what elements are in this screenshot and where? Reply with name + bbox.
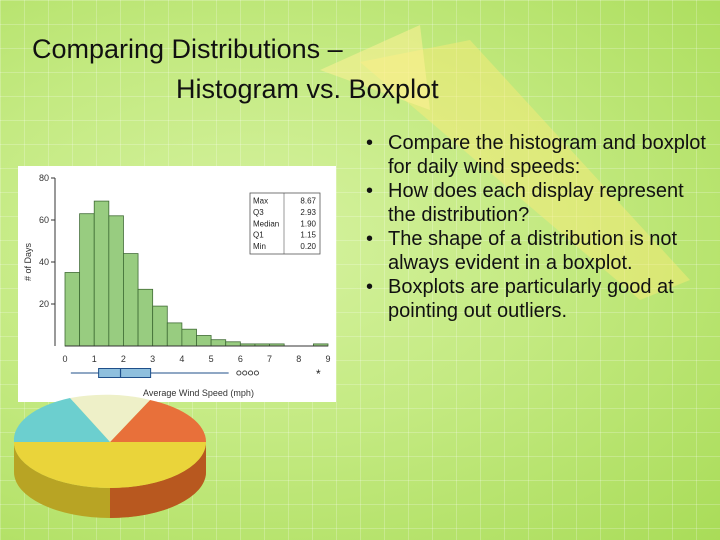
bullet-item: • The shape of a distribution is not alwa… <box>366 227 711 275</box>
histogram-bar <box>166 322 183 347</box>
bullet-marker: • <box>366 132 374 154</box>
x-tick-label: 1 <box>92 354 97 364</box>
x-tick-label: 4 <box>179 354 184 364</box>
y-tick-label: 20 <box>39 299 49 309</box>
bullet-item: • How does each display represent the dis… <box>366 179 711 227</box>
x-tick-label: 6 <box>238 354 243 364</box>
histogram-boxplot-figure: 20 40 60 80 # of Days 0 1 2 3 4 5 6 7 8 9 * Average Wind… <box>18 166 336 402</box>
histogram-bar <box>108 215 124 347</box>
histogram-bar <box>210 339 227 347</box>
bullet-marker: • <box>366 276 374 298</box>
y-axis-label: # of Days <box>23 242 33 281</box>
x-tick-label: 8 <box>296 354 301 364</box>
summary-stat-value: 0.20 <box>300 242 316 251</box>
slide-title-line-2: Histogram vs. Boxplot <box>176 74 439 104</box>
y-tick-label: 40 <box>39 257 49 267</box>
y-tick-label: 60 <box>39 215 49 225</box>
boxplot-outlier <box>248 370 254 376</box>
summary-stat-value: 8.67 <box>300 197 316 206</box>
x-tick-label: 3 <box>150 354 155 364</box>
bullet-text: The shape of a distribution is not alway… <box>388 228 678 274</box>
summary-stat-value: 1.15 <box>300 231 316 240</box>
slide-title-line-1: Comparing Distributions – <box>32 34 343 64</box>
boxplot-outlier <box>242 370 248 376</box>
histogram-bar <box>196 335 212 347</box>
histogram-bar <box>79 213 95 347</box>
histogram-bar <box>137 288 154 347</box>
x-tick-label: 7 <box>267 354 272 364</box>
boxplot-box <box>98 368 152 378</box>
summary-stat-label: Q1 <box>253 231 264 240</box>
x-axis-label: Average Wind Speed (mph) <box>143 388 254 398</box>
boxplot-outlier <box>236 370 242 376</box>
bullet-item: • Compare the histogram and boxplot for d… <box>366 131 711 179</box>
decorative-3d-pie-chart-icon <box>13 394 207 518</box>
bullet-text: Boxplots are particularly good at pointi… <box>388 276 674 322</box>
bullet-list: • Compare the histogram and boxplot for d… <box>366 131 711 323</box>
summary-stats-table <box>249 192 321 255</box>
summary-stat-value: 2.93 <box>300 208 316 217</box>
bullet-marker: • <box>366 180 374 202</box>
bullet-text: Compare the histogram and boxplot for da… <box>388 132 706 178</box>
x-tick-label: 0 <box>62 354 67 364</box>
histogram-bar <box>123 253 139 347</box>
bullet-marker: • <box>366 228 374 250</box>
histogram-bar <box>93 200 110 347</box>
bullet-item: • Boxplots are particularly good at point… <box>366 275 711 323</box>
summary-stat-value: 1.90 <box>300 219 316 228</box>
x-tick-label: 5 <box>209 354 214 364</box>
histogram-bar <box>181 328 197 347</box>
y-tick-label: 80 <box>39 173 49 183</box>
summary-stat-label: Median <box>253 219 279 228</box>
bullet-text: How does each display represent the dist… <box>388 180 684 226</box>
summary-stat-label: Max <box>253 197 268 206</box>
boxplot-extreme-outlier: * <box>316 367 321 381</box>
histogram-bar <box>64 272 81 347</box>
boxplot-outlier <box>253 370 259 376</box>
x-tick-label: 2 <box>121 354 126 364</box>
summary-stat-label: Q3 <box>253 208 264 217</box>
histogram-bar <box>152 305 168 347</box>
x-tick-label: 9 <box>325 354 330 364</box>
chart-canvas: 20 40 60 80 # of Days 0 1 2 3 4 5 6 7 8 9 * Average Wind… <box>23 173 331 398</box>
summary-stat-label: Min <box>253 242 266 251</box>
histogram-bar <box>225 341 241 347</box>
